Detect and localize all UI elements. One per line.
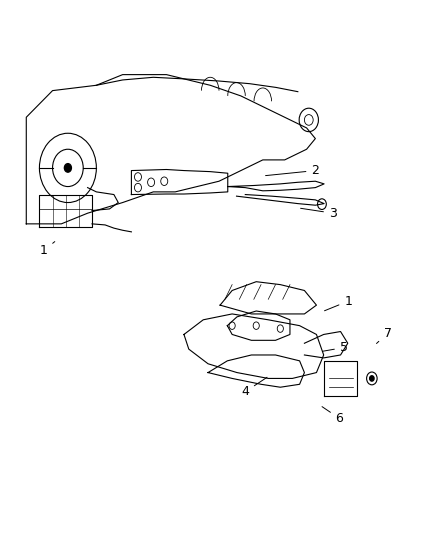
Text: 1: 1 — [325, 295, 352, 311]
Text: 6: 6 — [322, 407, 343, 425]
Circle shape — [64, 164, 71, 172]
Text: 5: 5 — [322, 341, 348, 354]
Text: 2: 2 — [265, 164, 319, 177]
Circle shape — [370, 376, 374, 381]
Text: 4: 4 — [241, 377, 267, 398]
Text: 1: 1 — [40, 241, 55, 257]
Text: 3: 3 — [300, 207, 337, 220]
Text: 7: 7 — [377, 327, 392, 343]
